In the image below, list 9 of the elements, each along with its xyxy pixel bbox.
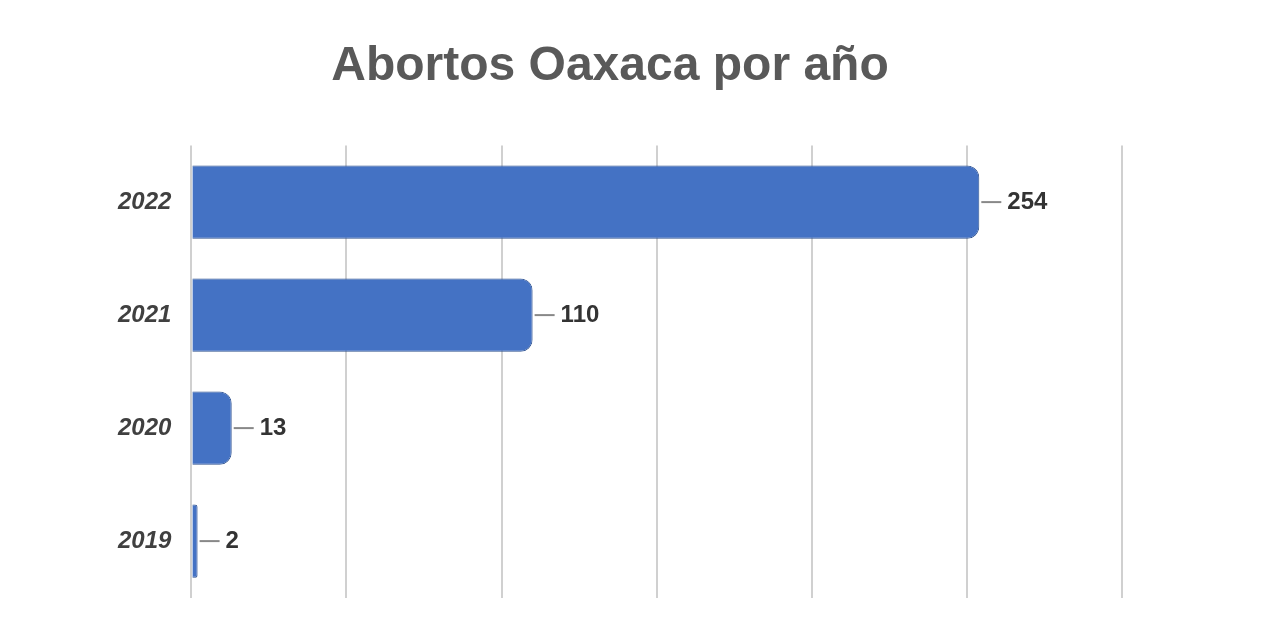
y-tick-label: 2020 bbox=[117, 412, 173, 440]
data-label: 254 bbox=[1007, 186, 1048, 214]
chart-title: Abortos Oaxaca por año bbox=[331, 37, 889, 91]
data-label: 110 bbox=[560, 299, 600, 327]
y-tick-label: 2022 bbox=[117, 186, 173, 214]
data-label: 2 bbox=[225, 525, 239, 553]
y-tick-label: 2021 bbox=[117, 299, 172, 327]
data-label: 13 bbox=[259, 412, 287, 440]
y-tick-label: 2019 bbox=[117, 525, 173, 553]
